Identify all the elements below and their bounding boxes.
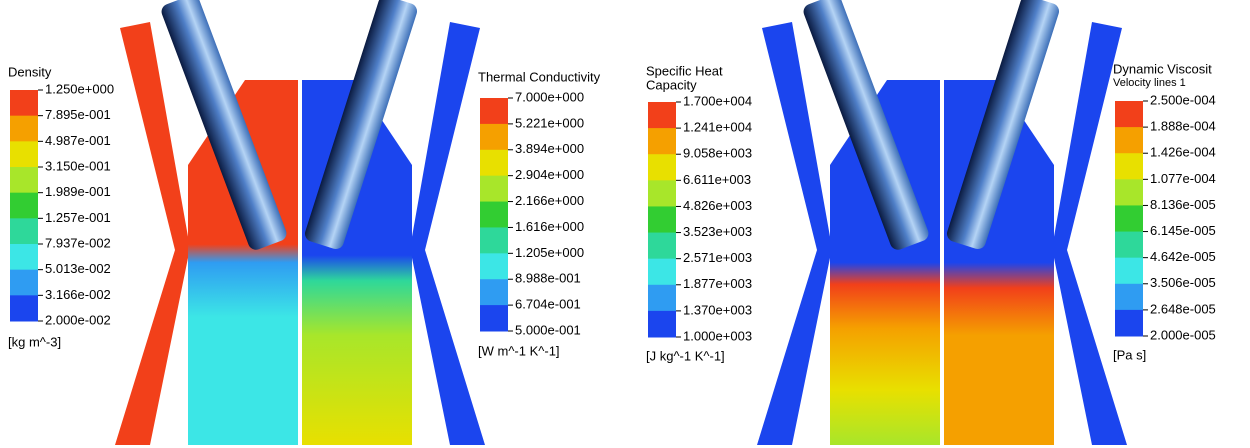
legend-label: 1.370e+003 [683, 302, 752, 317]
color-band [10, 193, 38, 219]
color-band [480, 98, 508, 124]
legend-label: 3.166e-002 [45, 287, 111, 302]
legend-label: 6.145e-005 [1150, 223, 1216, 238]
legend-label: 1.205e+000 [515, 245, 584, 260]
legend-label: 2.500e-004 [1150, 92, 1216, 107]
color-band [648, 154, 676, 181]
legend-title: Dynamic Viscosit [1113, 61, 1212, 76]
legend-label: 7.937e-002 [45, 235, 111, 250]
color-band [648, 311, 676, 338]
color-band [10, 218, 38, 244]
legend-label: 4.642e-005 [1150, 249, 1216, 264]
legend-title: Density [8, 64, 52, 79]
legend-label: 3.150e-001 [45, 158, 111, 173]
legend-label: 2.648e-005 [1150, 301, 1216, 316]
color-band [480, 124, 508, 150]
legend-title: Thermal Conductivity [478, 69, 601, 84]
legend-label: 3.523e+003 [683, 224, 752, 239]
legend-title: Velocity lines 1 [1113, 77, 1186, 89]
color-band [648, 102, 676, 129]
outer-wall [115, 22, 190, 445]
legend-label: 1.250e+000 [45, 81, 114, 96]
legend-label: 5.000e-001 [515, 322, 581, 337]
legend-title: Capacity [646, 77, 697, 92]
color-band [648, 206, 676, 233]
color-band [480, 227, 508, 253]
legend-label: 3.894e+000 [515, 141, 584, 156]
legend-label: 6.611e+003 [683, 172, 751, 187]
legend-label: 7.000e+000 [515, 89, 584, 104]
legend-label: 2.000e-002 [45, 312, 111, 327]
legend-label: 1.989e-001 [45, 184, 111, 199]
color-band [648, 259, 676, 286]
outer-wall [757, 22, 832, 445]
color-band [10, 270, 38, 296]
color-band [648, 128, 676, 155]
legend-unit: [kg m^-3] [8, 334, 61, 349]
legend-label: 1.700e+004 [683, 93, 752, 108]
legend-unit: [J kg^-1 K^-1] [646, 348, 725, 363]
color-band [10, 167, 38, 193]
legend-label: 1.241e+004 [683, 120, 752, 135]
legend-label: 2.571e+003 [683, 250, 752, 265]
color-band [10, 116, 38, 142]
contour-panels [115, 0, 1127, 445]
legend-label: 4.987e-001 [45, 133, 111, 148]
color-band [1115, 310, 1143, 337]
figure: Density 1.250e+000 7.895e-001 4.987e-001 3.1… [0, 0, 1250, 448]
color-band [1115, 127, 1143, 154]
legend-label: 1.077e-004 [1150, 171, 1216, 186]
color-band [1115, 258, 1143, 285]
color-band [1115, 179, 1143, 206]
legend-label: 3.506e-005 [1150, 275, 1216, 290]
color-band [480, 253, 508, 279]
color-band [1115, 232, 1143, 259]
legend-label: 1.000e+003 [683, 328, 752, 343]
color-band [480, 279, 508, 305]
legend-label: 2.904e+000 [515, 167, 584, 182]
color-band [1115, 153, 1143, 180]
color-band [1115, 101, 1143, 128]
legend-title: Specific Heat [646, 63, 723, 78]
color-band [648, 285, 676, 312]
outer-wall [410, 22, 485, 445]
legend-label: 8.136e-005 [1150, 197, 1216, 212]
color-band [480, 202, 508, 228]
color-band [480, 150, 508, 176]
legend-label: 6.704e-001 [515, 297, 581, 312]
color-band [648, 180, 676, 207]
color-band [480, 305, 508, 331]
legend-label: 1.426e-004 [1150, 145, 1216, 160]
legend-label: 5.221e+000 [515, 115, 584, 130]
legend-label: 5.013e-002 [45, 261, 111, 276]
legend-label: 2.000e-005 [1150, 327, 1216, 342]
legend-label: 1.616e+000 [515, 219, 584, 234]
legend-label: 1.257e-001 [45, 210, 111, 225]
color-band [10, 90, 38, 116]
color-band [10, 295, 38, 321]
legend-unit: [W m^-1 K^-1] [478, 343, 560, 358]
color-band [1115, 284, 1143, 311]
legend-label: 7.895e-001 [45, 107, 111, 122]
legend-label: 8.988e-001 [515, 271, 581, 286]
color-band [10, 244, 38, 270]
legend-label: 1.888e-004 [1150, 119, 1216, 134]
color-band [1115, 205, 1143, 232]
legend-label: 9.058e+003 [683, 146, 752, 161]
legend-label: 2.166e+000 [515, 193, 584, 208]
legend-unit: [Pa s] [1113, 347, 1146, 362]
color-band [480, 176, 508, 202]
color-band [648, 233, 676, 260]
legend-label: 1.877e+003 [683, 276, 752, 291]
color-band [10, 141, 38, 167]
legend-label: 4.826e+003 [683, 198, 752, 213]
